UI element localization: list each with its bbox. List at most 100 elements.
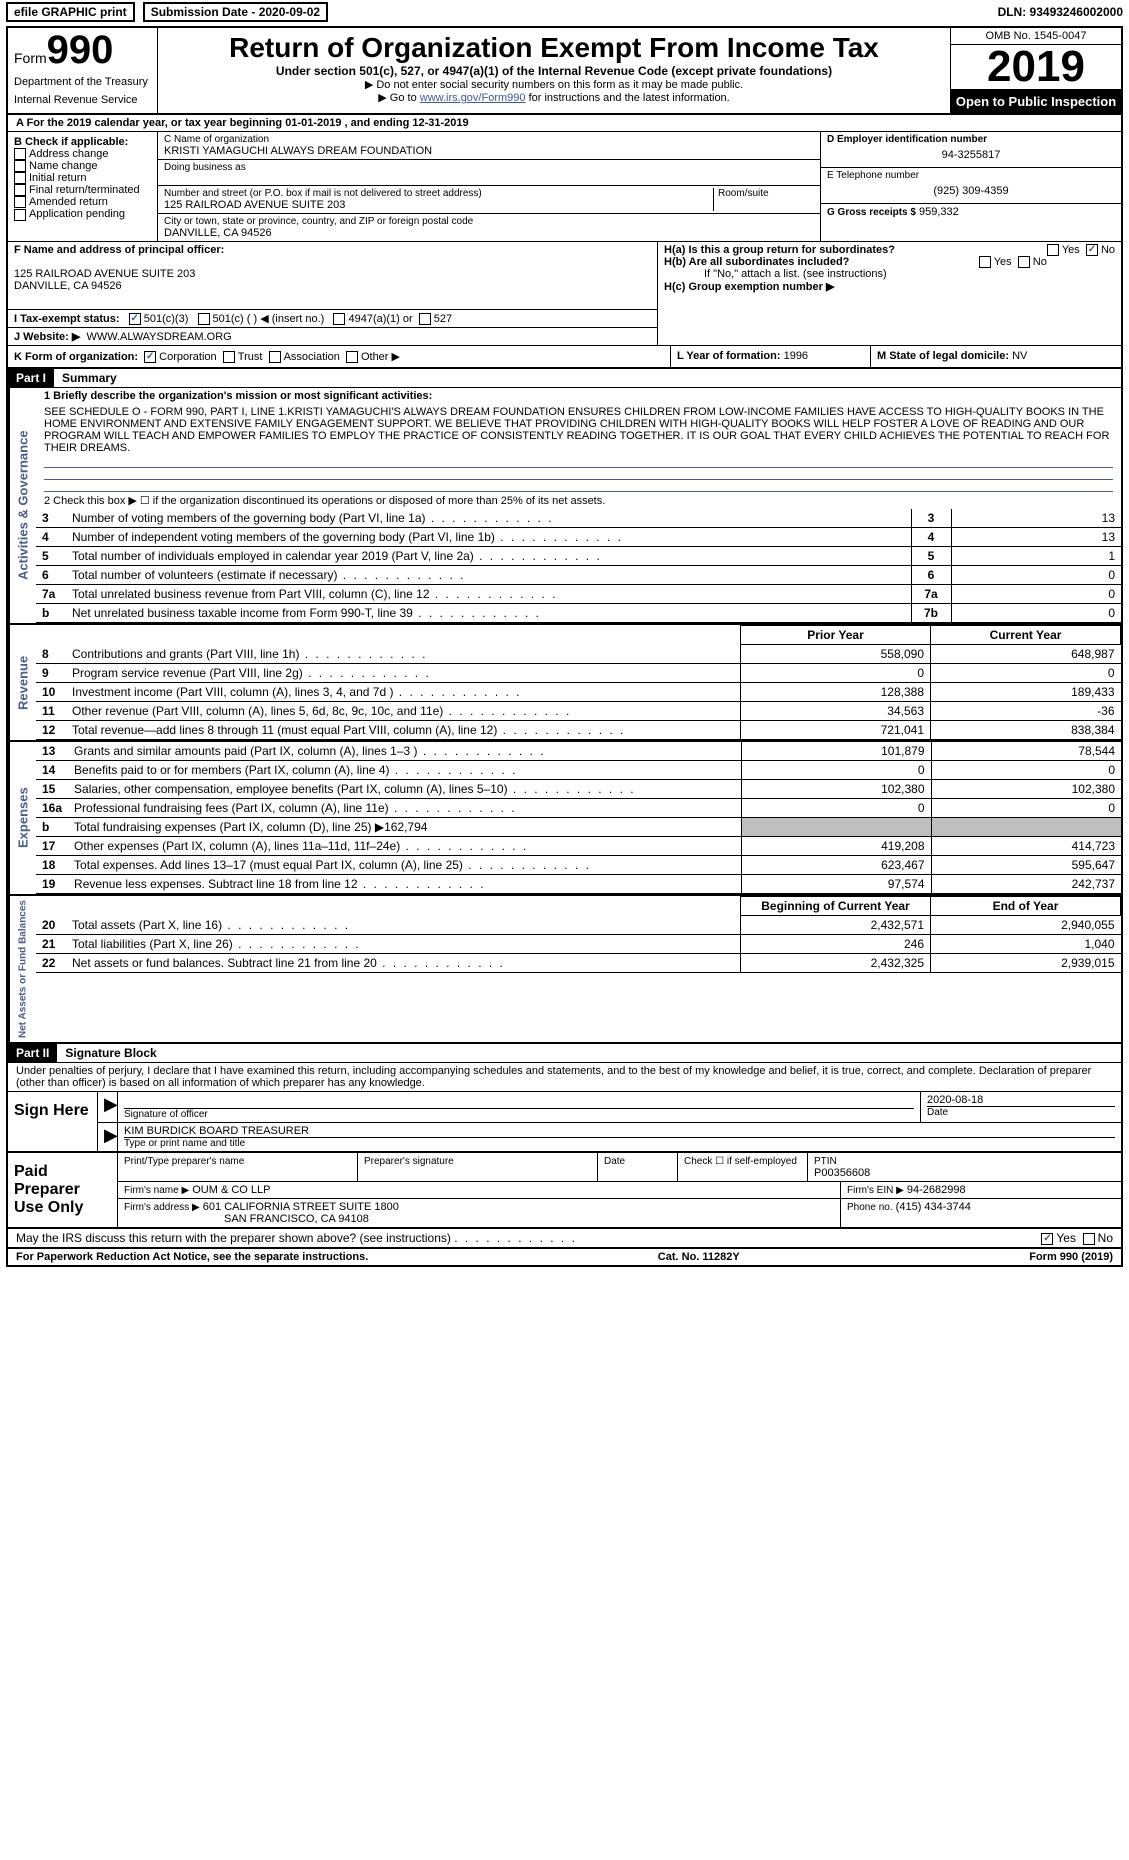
table-row: 12Total revenue—add lines 8 through 11 (… xyxy=(36,721,1121,740)
part2-title: Signature Block xyxy=(57,1044,164,1062)
discuss-no-checkbox[interactable] xyxy=(1083,1233,1095,1245)
discuss-yes-checkbox[interactable] xyxy=(1041,1233,1053,1245)
ag-table: 3Number of voting members of the governi… xyxy=(36,509,1121,623)
trust-checkbox[interactable] xyxy=(223,351,235,363)
f-label: F Name and address of principal officer: xyxy=(14,244,224,256)
c-name-label: C Name of organization xyxy=(164,134,814,145)
dba-label: Doing business as xyxy=(164,162,814,173)
e-label: E Telephone number xyxy=(827,170,1115,181)
footer-center: Cat. No. 11282Y xyxy=(658,1251,740,1263)
final-label: Final return/terminated xyxy=(29,184,140,196)
4947-checkbox[interactable] xyxy=(333,313,345,325)
prep-date-label: Date xyxy=(604,1156,625,1167)
corp-label: Corporation xyxy=(159,351,216,363)
4947-label: 4947(a)(1) or xyxy=(348,313,412,325)
vlabel-rev: Revenue xyxy=(8,625,36,740)
table-row: 16aProfessional fundraising fees (Part I… xyxy=(36,799,1121,818)
hb-yes: Yes xyxy=(994,256,1012,268)
paid-preparer-label: Paid Preparer Use Only xyxy=(8,1153,118,1227)
501c-checkbox[interactable] xyxy=(198,313,210,325)
ha-yes-checkbox[interactable] xyxy=(1047,244,1059,256)
table-row: 10Investment income (Part VIII, column (… xyxy=(36,683,1121,702)
table-row: 5Total number of individuals employed in… xyxy=(36,547,1121,566)
527-label: 527 xyxy=(434,313,452,325)
vlabel-na: Net Assets or Fund Balances xyxy=(8,896,36,1042)
name-change-label: Name change xyxy=(29,160,98,172)
check-self-label: Check ☐ if self-employed xyxy=(684,1156,797,1167)
amended-checkbox[interactable] xyxy=(14,196,26,208)
instr-suffix: for instructions and the latest informat… xyxy=(526,92,730,104)
pending-checkbox[interactable] xyxy=(14,209,26,221)
discuss-row: May the IRS discuss this return with the… xyxy=(8,1229,1121,1249)
pending-label: Application pending xyxy=(29,208,125,220)
irs-link[interactable]: www.irs.gov/Form990 xyxy=(420,92,526,104)
ptin-label: PTIN xyxy=(814,1156,837,1167)
discuss-text: May the IRS discuss this return with the… xyxy=(16,1231,451,1245)
k-label: K Form of organization: xyxy=(14,351,138,363)
dept-treasury: Department of the Treasury xyxy=(14,76,151,88)
final-checkbox[interactable] xyxy=(14,184,26,196)
firm-name: OUM & CO LLP xyxy=(192,1184,270,1196)
table-row: bTotal fundraising expenses (Part IX, co… xyxy=(36,818,1121,837)
addr-change-checkbox[interactable] xyxy=(14,148,26,160)
officer-addr1: 125 RAILROAD AVENUE SUITE 203 xyxy=(14,268,195,280)
section-b: B Check if applicable: Address change Na… xyxy=(8,132,158,241)
firm-phone: (415) 434-3744 xyxy=(896,1201,971,1213)
table-row: 22Net assets or fund balances. Subtract … xyxy=(36,954,1121,973)
state-domicile: NV xyxy=(1012,350,1027,362)
501c-label: 501(c) ( ) ◀ (insert no.) xyxy=(213,313,325,325)
corp-checkbox[interactable] xyxy=(144,351,156,363)
blank-line-2 xyxy=(44,468,1113,480)
rev-table: Prior YearCurrent Year8Contributions and… xyxy=(36,625,1121,740)
hb-no-checkbox[interactable] xyxy=(1018,256,1030,268)
assoc-checkbox[interactable] xyxy=(269,351,281,363)
name-change-checkbox[interactable] xyxy=(14,160,26,172)
initial-checkbox[interactable] xyxy=(14,172,26,184)
part1-title: Summary xyxy=(54,369,125,387)
trust-label: Trust xyxy=(238,351,263,363)
na-table: Beginning of Current YearEnd of Year20To… xyxy=(36,896,1121,973)
m-label: M State of legal domicile: xyxy=(877,350,1009,362)
ha-label: H(a) Is this a group return for subordin… xyxy=(664,244,895,256)
hb-label: H(b) Are all subordinates included? xyxy=(664,256,849,268)
firm-addr1: 601 CALIFORNIA STREET SUITE 1800 xyxy=(203,1201,399,1213)
table-row: 21Total liabilities (Part X, line 26)246… xyxy=(36,935,1121,954)
blank-line-3 xyxy=(44,480,1113,492)
city-label: City or town, state or province, country… xyxy=(164,216,814,227)
sign-here-section: Sign Here ▶ Signature of officer 2020-08… xyxy=(8,1092,1121,1153)
firm-name-label: Firm's name ▶ xyxy=(124,1185,189,1196)
other-checkbox[interactable] xyxy=(346,351,358,363)
discuss-yes: Yes xyxy=(1056,1231,1076,1245)
efile-print-button[interactable]: efile GRAPHIC print xyxy=(6,2,135,22)
amended-label: Amended return xyxy=(29,196,108,208)
phone-value: (925) 309-4359 xyxy=(827,181,1115,201)
527-checkbox[interactable] xyxy=(419,313,431,325)
table-row: 9Program service revenue (Part VIII, lin… xyxy=(36,664,1121,683)
form-header: Form990 Department of the Treasury Inter… xyxy=(8,28,1121,115)
form-page: Form990 Department of the Treasury Inter… xyxy=(6,26,1123,1267)
blank-line-1 xyxy=(44,456,1113,468)
table-row: 17Other expenses (Part IX, column (A), l… xyxy=(36,837,1121,856)
dln-label: DLN: 93493246002000 xyxy=(998,5,1123,19)
room-label: Room/suite xyxy=(718,188,814,199)
hb-yes-checkbox[interactable] xyxy=(979,256,991,268)
paid-preparer-section: Paid Preparer Use Only Print/Type prepar… xyxy=(8,1153,1121,1229)
col-f-left: F Name and address of principal officer:… xyxy=(8,242,658,345)
table-row: 11Other revenue (Part VIII, column (A), … xyxy=(36,702,1121,721)
501c3-checkbox[interactable] xyxy=(129,313,141,325)
year-formation: 1996 xyxy=(784,350,808,362)
addr-label: Number and street (or P.O. box if mail i… xyxy=(164,188,709,199)
table-row: 20Total assets (Part X, line 16)2,432,57… xyxy=(36,916,1121,935)
part1-exp-block: Expenses 13Grants and similar amounts pa… xyxy=(8,742,1121,896)
section-fhij: F Name and address of principal officer:… xyxy=(8,242,1121,346)
ha-no-checkbox[interactable] xyxy=(1086,244,1098,256)
officer-addr2: DANVILLE, CA 94526 xyxy=(14,280,122,292)
hb-no: No xyxy=(1033,256,1047,268)
prep-name-label: Print/Type preparer's name xyxy=(124,1156,244,1167)
open-public-label: Open to Public Inspection xyxy=(951,90,1121,113)
section-deg: D Employer identification number 94-3255… xyxy=(821,132,1121,241)
submission-date-button[interactable]: Submission Date - 2020-09-02 xyxy=(143,2,328,22)
ein-value: 94-3255817 xyxy=(827,145,1115,165)
j-label: J Website: ▶ xyxy=(14,331,80,343)
website-url: WWW.ALWAYSDREAM.ORG xyxy=(86,331,231,343)
